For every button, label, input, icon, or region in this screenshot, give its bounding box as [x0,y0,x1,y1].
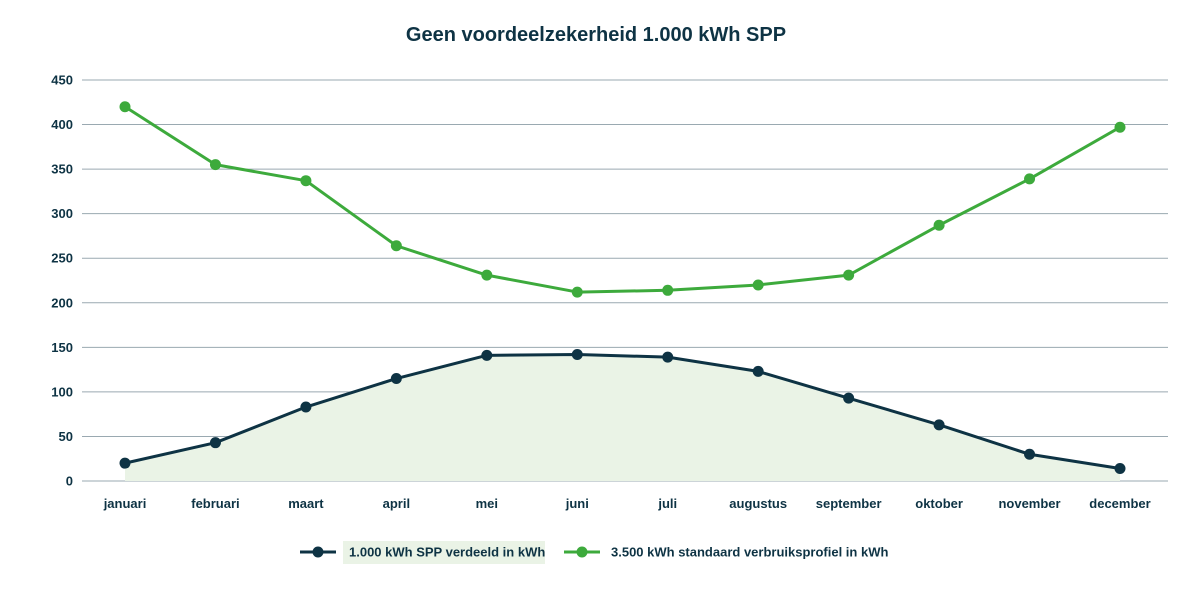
y-tick-label: 200 [51,295,73,310]
series-1-point [300,401,312,413]
y-tick-label: 400 [51,117,73,132]
series-1-point [662,351,674,363]
y-tick-label: 250 [51,251,73,266]
legend-label: 1.000 kWh SPP verdeeld in kWh [349,545,545,560]
series-1-area [125,354,1120,481]
x-tick-label: maart [288,496,324,511]
series-2-point [933,219,945,231]
series-2-point [209,159,221,171]
series-1-point [1114,463,1126,475]
y-tick-label: 50 [59,429,73,444]
series-2-line [124,105,1121,294]
x-tick-label: april [383,496,410,511]
x-tick-label: augustus [729,496,787,511]
y-tick-label: 150 [51,340,73,355]
y-axis: 0 50 100 150 200 250 300 350 400 450 [51,73,73,489]
series-2-point [571,286,583,298]
series-1-point [481,349,493,361]
x-tick-label: september [816,496,882,511]
x-tick-label: juni [565,496,589,511]
x-tick-label: november [998,496,1060,511]
x-tick-label: februari [191,496,239,511]
legend-swatch-marker [576,546,588,558]
y-tick-label: 0 [66,474,73,489]
x-tick-label: december [1089,496,1150,511]
series-2-point [752,279,764,291]
series-2-point [1114,121,1126,133]
y-tick-label: 100 [51,384,73,399]
series-2-point [1024,173,1036,185]
legend: 1.000 kWh SPP verdeeld in kWh 3.500 kWh s… [300,541,888,564]
series-lines [124,105,1121,471]
y-tick-label: 300 [51,206,73,221]
series-2-point [119,101,131,113]
series-1-point [933,419,945,431]
legend-swatch-marker [312,546,324,558]
series-2-point [481,269,493,281]
series-1-point [390,373,402,385]
series-2-point [390,240,402,252]
legend-highlight [343,541,545,564]
series-1-point [1024,448,1036,460]
series-1-point [209,437,221,449]
series-1-line [124,352,1121,471]
y-tick-label: 350 [51,162,73,177]
legend-label: 3.500 kWh standaard verbruiksprofiel in … [611,545,888,560]
series-1-point [571,348,583,360]
data-points [119,101,1126,475]
series-1-point [119,457,131,469]
y-tick-label: 450 [51,73,73,88]
series-2-point [843,269,855,281]
series-2-point [300,175,312,187]
x-axis: januari februari maart april mei juni juli augu… [103,496,1151,511]
x-tick-label: juli [657,496,677,511]
x-tick-label: oktober [915,496,963,511]
x-tick-label: januari [103,496,147,511]
chart-title: Geen voordeelzekerheid 1.000 kWh SPP [406,24,786,46]
x-tick-label: mei [476,496,498,511]
series-2-point [662,284,674,296]
series-1-point [843,392,855,404]
area-fill [125,354,1120,481]
series-1-point [752,365,764,377]
